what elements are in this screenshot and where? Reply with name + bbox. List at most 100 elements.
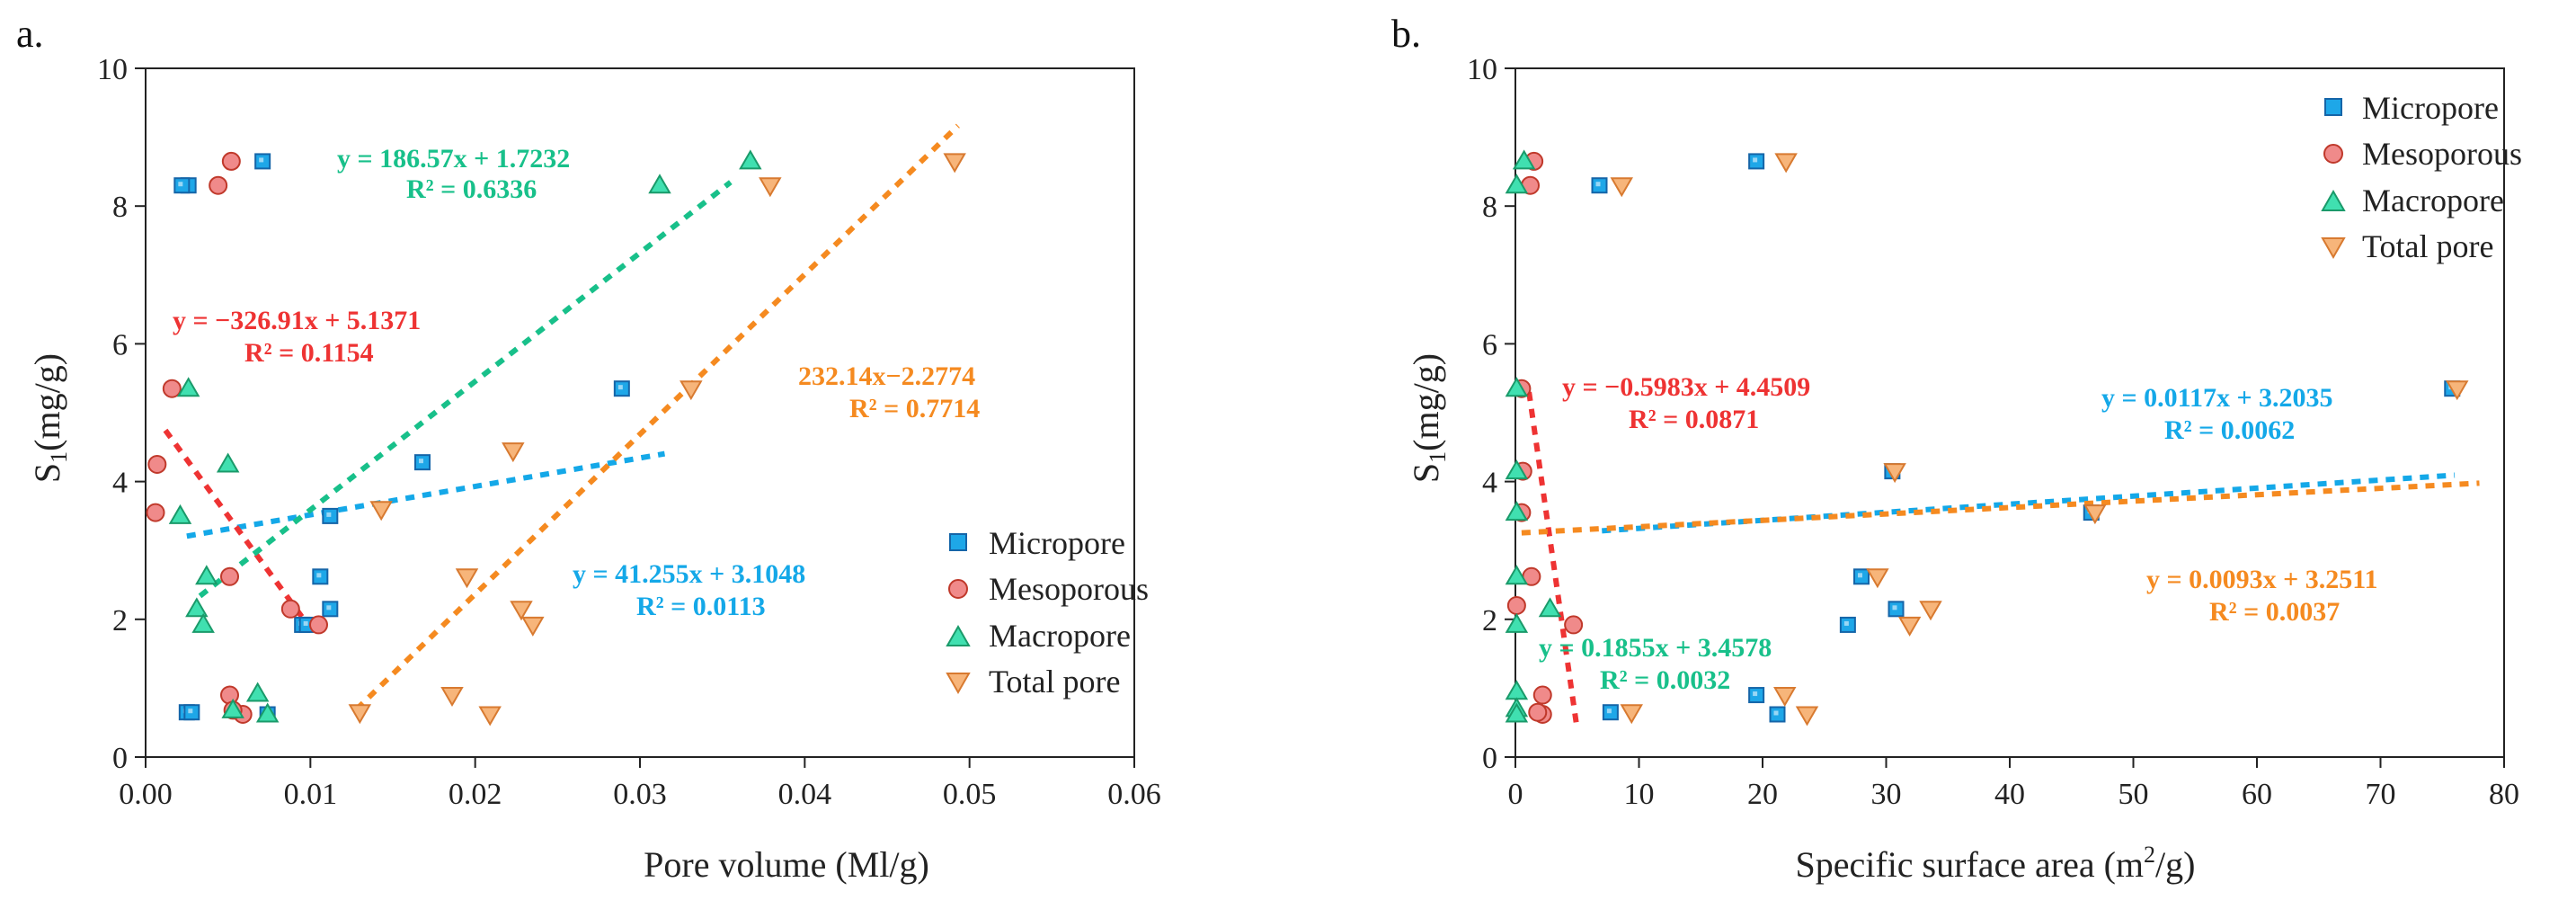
panel-a-totalpore-r2: R² = 0.7714 [849, 394, 980, 423]
panel-b-point-macropore [1505, 501, 1529, 521]
panel-a-point-total-pore [348, 704, 372, 725]
panel-b-totalpore-r2: R² = 0.0037 [2209, 597, 2340, 627]
panel-b-point-mesoporous [1528, 702, 1548, 722]
panel-a-point-total-pore [502, 442, 525, 463]
panel-a-y-tick-label: 10 [97, 53, 128, 86]
panel-a-y-tick-label: 4 [112, 467, 128, 500]
panel-b-point-macropore [1505, 377, 1529, 397]
panel-b-point-macropore [1512, 149, 1536, 170]
panel-a-x-tick-label: 0.00 [119, 778, 173, 811]
panel-a: a. 0.00 0.01 0.02 0.03 0.04 0.05 0.06 0 2 4 6 8 10 P… [16, 12, 1161, 885]
panel-b-legend-mesoporous-marker [2323, 144, 2343, 164]
panel-b-x-tick-label: 0 [1508, 778, 1523, 811]
panel-a-legend: Micropore Mesoporous Macropore Total por… [946, 525, 1149, 700]
panel-a-micropore-r2: R² = 0.0113 [636, 592, 766, 621]
panel-b-point-total-pore [1610, 177, 1633, 198]
panel-a-legend-mesoporous-marker [948, 579, 968, 599]
panel-b-point-macropore [1505, 459, 1529, 480]
panel-a-point-total-pore [943, 153, 966, 174]
panel-b-fit-total-pore [1521, 480, 2480, 536]
panel-b-x-label-sup: 2 [2144, 842, 2155, 868]
panel-b-point-total-pore [1773, 687, 1797, 708]
panel-a-fit-total-pore [354, 123, 960, 711]
panel-a-legend-totalpore: Total pore [989, 664, 1120, 700]
panel-b-point-micropore [1888, 601, 1905, 618]
panel-b-micropore-r2: R² = 0.0062 [2164, 415, 2295, 445]
panel-b-legend-macropore: Macropore [2362, 183, 2504, 218]
panel-b-micropore-equation: y = 0.0117x + 3.2035 [2101, 383, 2333, 413]
panel-a-point-mesoporous [146, 503, 165, 522]
panel-a-totalpore-equation: 232.14x−2.2774 [798, 361, 975, 391]
panel-b-macropore-r2: R² = 0.0032 [1600, 665, 1730, 695]
panel-b-point-total-pore [1620, 704, 1643, 725]
panel-b-x-label-main: Specific surface area (m [1796, 844, 2145, 885]
panel-b-point-micropore [1853, 568, 1870, 585]
panel-a-point-macropore [648, 174, 671, 194]
panel-a-point-mesoporous [162, 379, 182, 398]
panel-b-fit-mesoporous [1526, 391, 1580, 730]
panel-b-y-label-main: S [1406, 463, 1446, 483]
panel-b-y-tick-label: 0 [1482, 742, 1497, 775]
panel-a-y-axis-title: S1(mg/g) [27, 353, 72, 483]
panel-a-x-axis-title: Pore volume (Ml/g) [644, 844, 929, 885]
panel-b-point-micropore [1839, 616, 1856, 633]
panel-a-point-total-pore [369, 501, 393, 521]
panel-a-y-tick-label: 8 [112, 191, 128, 224]
panel-a-y-label-main: S [27, 463, 67, 483]
panel-b-legend-totalpore: Total pore [2362, 228, 2493, 264]
panel-b-point-total-pore [1897, 616, 1922, 637]
panel-b-point-micropore [1748, 687, 1765, 704]
panel-b-y-axis-title: S1(mg/g) [1406, 353, 1451, 483]
panel-b-y-tick-label: 2 [1482, 604, 1497, 637]
panel-b-point-macropore [1505, 702, 1529, 723]
panel-b-point-total-pore [2083, 504, 2107, 525]
panel-a-point-mesoporous [280, 599, 300, 619]
panel-b-y-tick-label: 10 [1467, 53, 1497, 86]
panel-b-x-tick-label: 20 [1747, 778, 1778, 811]
panel-b-point-micropore [1602, 704, 1619, 721]
panel-b-point-micropore [1769, 706, 1786, 723]
panel-a-legend-macropore: Macropore [989, 618, 1131, 654]
panel-b-point-mesoporous [1564, 615, 1584, 635]
panel-a-point-mesoporous [221, 151, 241, 171]
panel-a-legend-mesoporous: Mesoporous [989, 571, 1149, 607]
panel-b-point-mesoporous [1506, 595, 1526, 615]
panel-a-x-tick-label: 0.05 [943, 778, 997, 811]
panel-a-point-total-pore [478, 706, 502, 726]
panel-a-mesoporous-equation: y = −326.91x + 5.1371 [173, 306, 421, 335]
panel-b-point-mesoporous [1532, 685, 1552, 705]
panel-a-label: a. [16, 12, 44, 56]
panel-b-point-total-pore [1919, 601, 1942, 621]
panel-b-legend-micropore-marker [2324, 98, 2342, 116]
panel-a-micropore-equation: y = 41.255x + 3.1048 [573, 559, 805, 589]
panel-b-point-total-pore [1883, 463, 1906, 484]
panel-b-points [1505, 149, 2469, 726]
panel-b-x-tick-label: 40 [1994, 778, 2025, 811]
panel-b-point-total-pore [1795, 706, 1819, 726]
panel-a-macropore-r2: R² = 0.6336 [406, 174, 537, 204]
panel-a-point-total-pore [521, 616, 545, 637]
panel-b: b. 0 10 20 30 40 50 60 70 80 0 2 4 6 8 10 Specific sur… [1391, 12, 2522, 885]
panel-b-point-micropore [1748, 153, 1765, 170]
panel-a-point-micropore [312, 568, 329, 585]
panel-a-x-tick-label: 0.01 [284, 778, 338, 811]
panel-a-plot-frame [145, 67, 1135, 758]
panel-a-points [146, 149, 966, 726]
panel-b-fit-lines [1521, 391, 2480, 730]
panel-a-point-micropore [613, 380, 630, 397]
panel-a-x-tick-label: 0.04 [778, 778, 832, 811]
panel-a-y-tick-label: 2 [112, 604, 128, 637]
panel-b-x-tick-label: 60 [2242, 778, 2272, 811]
panel-b-y-label-sub: 1 [1425, 451, 1451, 463]
panel-a-y-tick-label: 0 [112, 742, 128, 775]
panel-b-legend: Micropore Mesoporous Macropore Total por… [2321, 90, 2522, 264]
panel-a-point-macropore [195, 565, 218, 585]
panel-b-point-macropore [1505, 680, 1529, 700]
panel-a-point-micropore [173, 177, 191, 194]
panel-b-x-tick-label: 30 [1871, 778, 1902, 811]
panel-a-legend-totalpore-marker [946, 673, 971, 695]
panel-a-point-total-pore [680, 380, 703, 401]
panel-a-point-mesoporous [209, 175, 228, 195]
